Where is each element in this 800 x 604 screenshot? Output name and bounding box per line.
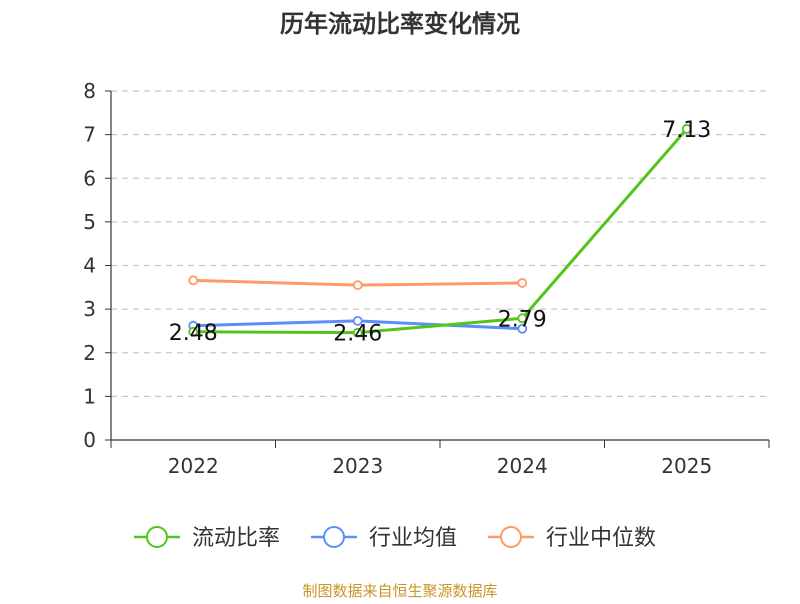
data-label: 7.13	[662, 118, 711, 143]
source-note: 制图数据来自恒生聚源数据库	[302, 582, 497, 600]
legend-item: 行业中位数	[488, 526, 656, 551]
x-tick-label: 2022	[168, 454, 219, 478]
series-line	[193, 127, 688, 335]
data-point	[352, 327, 363, 338]
legend-marker-icon	[500, 526, 522, 548]
y-tick-label: 8	[83, 79, 96, 103]
legend-label: 行业均值	[369, 526, 457, 551]
series-lines	[188, 124, 692, 338]
axes: 0 1 2 3 4 5 6 7 8 2022 2023 2024 2025	[83, 79, 770, 478]
y-tick-label: 1	[83, 384, 96, 408]
legend-marker-icon	[323, 526, 345, 548]
data-label: 2.79	[498, 307, 547, 332]
data-point	[188, 275, 199, 286]
data-point	[517, 323, 528, 334]
x-tick-label: 2024	[497, 454, 548, 478]
y-tick-label: 0	[83, 428, 96, 452]
data-point	[352, 316, 363, 326]
legend: 流动比率 行业均值 行业中位数	[134, 526, 656, 551]
y-tick-label: 2	[83, 341, 96, 365]
data-point	[188, 326, 199, 337]
y-tick-label: 5	[83, 210, 96, 234]
data-label: 2.46	[333, 322, 382, 347]
data-point	[517, 313, 528, 324]
chart-title: 历年流动比率变化情况	[280, 10, 520, 38]
x-tick-label: 2025	[661, 454, 712, 478]
y-tick-label: 7	[83, 123, 96, 147]
legend-label: 行业中位数	[546, 526, 656, 551]
legend-marker-icon	[146, 526, 168, 548]
legend-item: 流动比率	[134, 526, 280, 551]
data-point	[352, 280, 363, 291]
legend-label: 流动比率	[192, 526, 280, 551]
data-labels: 2.48 2.46 2.79 7.13	[169, 118, 711, 347]
data-label: 2.48	[169, 321, 218, 346]
y-tick-label: 4	[83, 254, 96, 278]
data-point	[517, 278, 528, 288]
y-tick-label: 3	[83, 297, 96, 321]
data-point	[681, 124, 692, 134]
x-tick-label: 2023	[332, 454, 383, 478]
legend-item: 行业均值	[311, 526, 457, 551]
y-tick-label: 6	[83, 166, 96, 190]
